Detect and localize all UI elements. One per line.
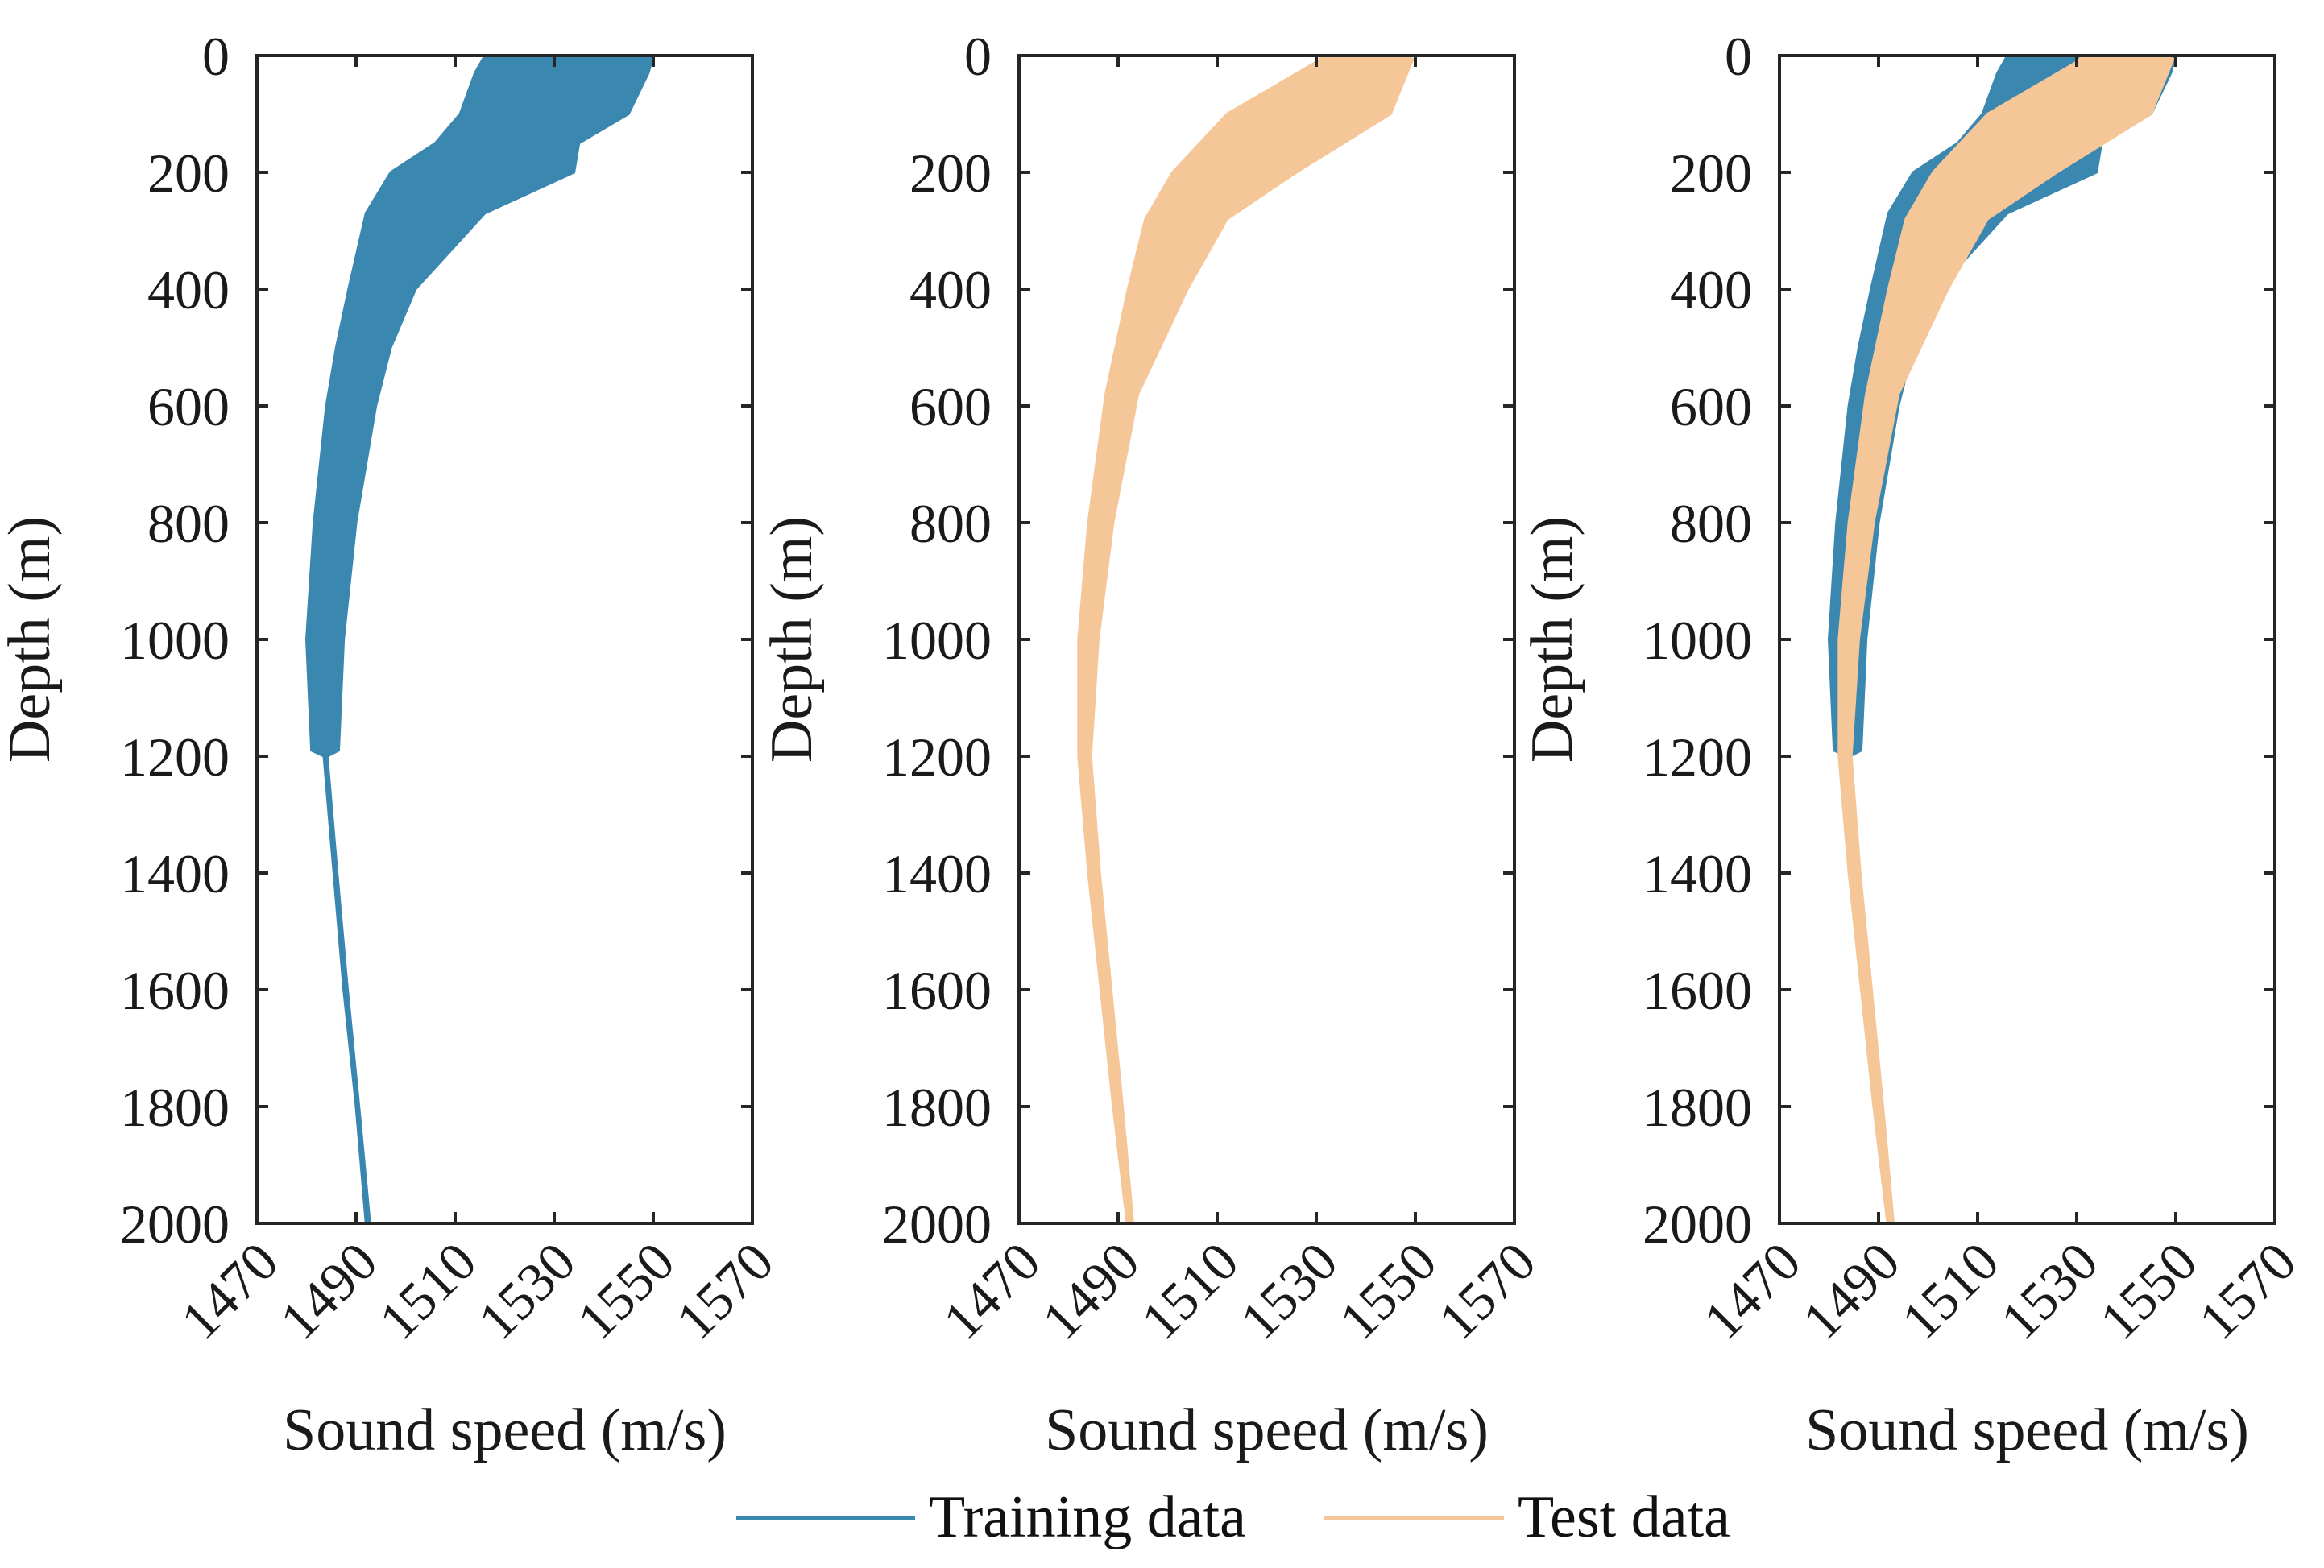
y-tick-label: 600 <box>1670 376 1752 437</box>
y-tick-label: 200 <box>909 143 992 204</box>
y-tick-label: 2000 <box>1643 1194 1752 1255</box>
series-training <box>305 56 655 1223</box>
x-tick-label: 1570 <box>1427 1231 1547 1351</box>
x-axis-label: Sound speed (m/s) <box>1805 1397 2249 1463</box>
y-tick-label: 800 <box>909 493 992 554</box>
y-tick-label: 400 <box>1670 259 1752 321</box>
panel-middle: 0200400600800100012001400160018002000147… <box>759 26 1547 1463</box>
plot-area <box>1077 56 1415 1223</box>
x-tick-label: 1530 <box>1228 1231 1349 1351</box>
x-tick-label: 1530 <box>1989 1231 2110 1351</box>
y-tick-label: 1600 <box>882 960 992 1021</box>
x-tick-label: 1550 <box>565 1231 686 1351</box>
y-tick-label: 1400 <box>1643 843 1752 904</box>
x-axis-label: Sound speed (m/s) <box>1045 1397 1489 1463</box>
test-profile-line <box>1089 56 1414 1223</box>
y-tick-label: 1400 <box>882 843 992 904</box>
y-tick-label: 0 <box>1725 26 1752 87</box>
y-tick-label: 200 <box>1670 143 1752 204</box>
x-tick-label: 1550 <box>1328 1231 1448 1351</box>
test-profile-line <box>1087 56 1395 1223</box>
plot-area <box>1828 56 2177 1223</box>
test-profile-line <box>1086 56 1386 1223</box>
test-profile-line <box>1087 56 1401 1223</box>
y-tick-label: 0 <box>202 26 230 87</box>
legend: Training data Test data <box>736 1484 1730 1550</box>
x-tick-label: 1510 <box>1129 1231 1250 1351</box>
y-tick-label: 2000 <box>120 1194 230 1255</box>
series-training <box>1828 56 2177 1223</box>
y-tick-label: 1200 <box>120 726 230 788</box>
test-profile-line <box>1087 56 1390 1223</box>
y-tick-label: 1800 <box>120 1077 230 1138</box>
y-axis-label: Depth (m) <box>759 516 825 763</box>
y-tick-label: 600 <box>147 376 230 437</box>
y-tick-label: 0 <box>964 26 992 87</box>
y-tick-label: 1200 <box>882 726 992 788</box>
test-profile-line <box>1085 56 1383 1223</box>
x-tick-label: 1550 <box>2088 1231 2209 1351</box>
panel-right: 0200400600800100012001400160018002000147… <box>1519 26 2308 1463</box>
training-profile-envelope <box>1828 56 2177 1223</box>
test-profile-line <box>1850 56 2174 1223</box>
legend-label-test: Test data <box>1518 1484 1730 1550</box>
legend-label-training: Training data <box>929 1484 1246 1550</box>
y-tick-label: 1400 <box>120 843 230 904</box>
test-profile-line <box>1083 56 1368 1223</box>
test-profile-line <box>1088 56 1406 1223</box>
x-tick-label: 1510 <box>367 1231 488 1351</box>
test-profile-line <box>1087 56 1398 1223</box>
training-profile-envelope <box>305 56 655 1223</box>
test-profile-envelope <box>1077 56 1415 1223</box>
plot-area <box>305 56 655 1223</box>
x-tick-label: 1570 <box>2187 1231 2308 1351</box>
y-tick-label: 1600 <box>1643 960 1752 1021</box>
y-tick-label: 800 <box>1670 493 1752 554</box>
y-tick-label: 1600 <box>120 960 230 1021</box>
x-tick-label: 1570 <box>665 1231 785 1351</box>
y-tick-label: 600 <box>909 376 992 437</box>
y-tick-label: 800 <box>147 493 230 554</box>
y-tick-label: 1000 <box>120 610 230 671</box>
y-tick-label: 400 <box>909 259 992 321</box>
x-tick-label: 1510 <box>1890 1231 2011 1351</box>
y-tick-label: 1000 <box>1643 610 1752 671</box>
y-tick-label: 2000 <box>882 1194 992 1255</box>
y-axis-label: Depth (m) <box>1519 516 1585 763</box>
y-tick-label: 400 <box>147 259 230 321</box>
panel-left: 0200400600800100012001400160018002000147… <box>0 26 785 1463</box>
test-profile-line <box>1084 56 1373 1223</box>
x-tick-label: 1490 <box>1030 1231 1151 1351</box>
x-tick-label: 1490 <box>268 1231 389 1351</box>
y-tick-label: 1200 <box>1643 726 1752 788</box>
y-tick-label: 1000 <box>882 610 992 671</box>
test-profile-line <box>1089 56 1411 1223</box>
series-test <box>1837 56 2175 1223</box>
training-profile-line <box>325 56 655 1223</box>
series-test <box>1077 56 1415 1223</box>
y-tick-label: 1800 <box>1643 1077 1752 1138</box>
test-profile-line <box>1083 56 1369 1223</box>
y-tick-label: 200 <box>147 143 230 204</box>
y-tick-label: 1800 <box>882 1077 992 1138</box>
test-profile-line <box>1083 56 1362 1223</box>
x-axis-label: Sound speed (m/s) <box>283 1397 727 1463</box>
test-profile-line <box>1085 56 1379 1223</box>
y-axis-label: Depth (m) <box>0 516 63 763</box>
x-tick-label: 1490 <box>1791 1231 1912 1351</box>
x-tick-label: 1530 <box>466 1231 587 1351</box>
